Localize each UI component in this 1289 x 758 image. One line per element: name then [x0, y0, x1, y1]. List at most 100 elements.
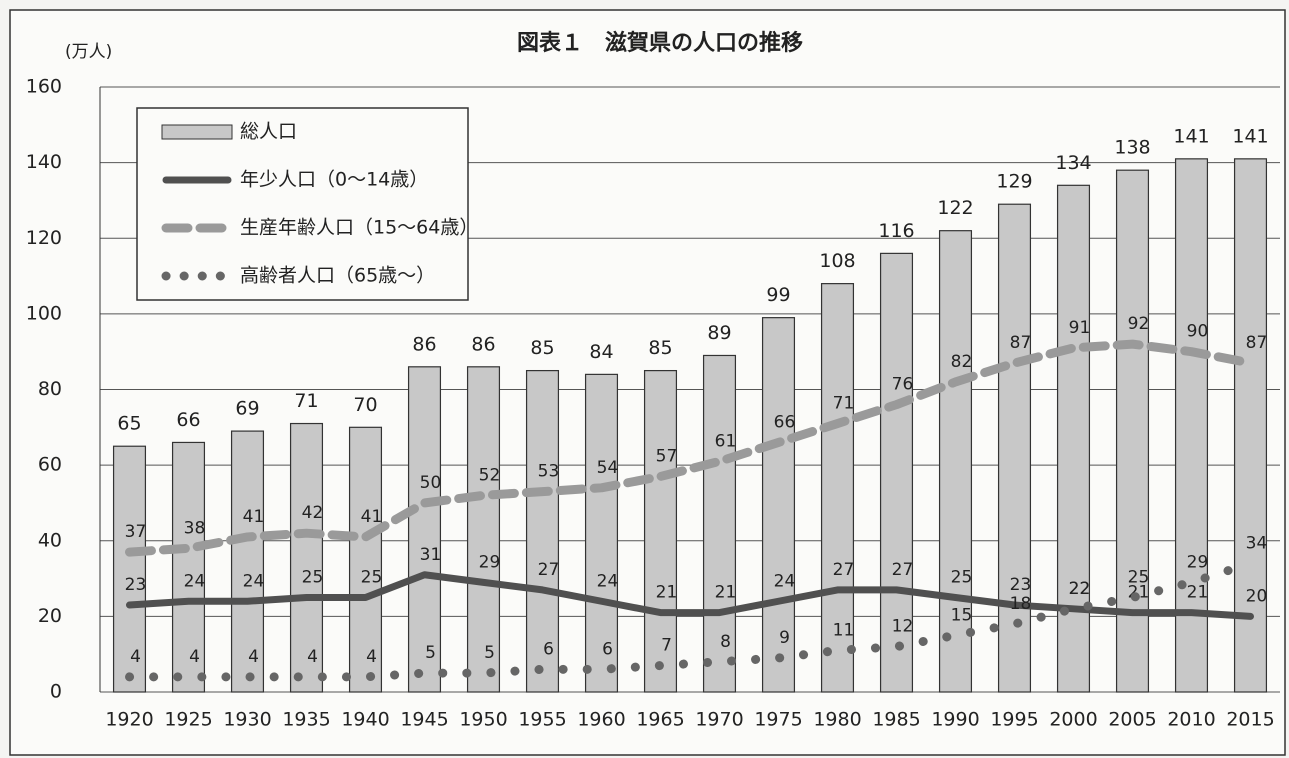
y-tick-label: 60 — [38, 454, 62, 476]
data-label: 86 — [412, 333, 436, 355]
data-label: 66 — [176, 409, 200, 431]
data-label: 85 — [530, 337, 554, 359]
bar — [1174, 158, 1209, 693]
data-label: 71 — [833, 394, 855, 414]
legend-label: 総人口 — [240, 121, 297, 143]
data-label: 87 — [1010, 333, 1032, 353]
x-tick-label: 1930 — [223, 709, 271, 731]
x-tick-label: 1940 — [341, 709, 389, 731]
data-label: 9 — [779, 628, 790, 648]
data-label: 29 — [1187, 552, 1209, 572]
data-label: 21 — [656, 583, 678, 603]
x-tick-label: 1925 — [164, 709, 212, 731]
data-label: 53 — [538, 462, 560, 482]
data-label: 18 — [1010, 594, 1032, 614]
chart-title: 図表１ 滋賀県の人口の推移 — [517, 30, 803, 56]
data-label: 6 — [602, 639, 613, 659]
bar — [1233, 158, 1268, 693]
bar — [289, 422, 324, 693]
data-label: 25 — [951, 567, 973, 587]
line-dotted — [125, 558, 1255, 682]
data-label: 84 — [589, 341, 613, 363]
data-label: 24 — [597, 571, 619, 591]
data-label: 15 — [951, 605, 973, 625]
y-tick-label: 0 — [50, 681, 62, 703]
data-label: 21 — [715, 583, 737, 603]
legend-swatch — [161, 124, 233, 140]
x-tick-label: 1950 — [459, 709, 507, 731]
x-tick-label: 2000 — [1049, 709, 1097, 731]
data-label: 54 — [597, 458, 619, 478]
data-label: 116 — [878, 220, 914, 242]
x-tick-label: 2015 — [1226, 709, 1274, 731]
data-label: 91 — [1069, 318, 1091, 338]
bar — [230, 430, 265, 693]
data-label: 66 — [774, 412, 796, 432]
x-tick-label: 1990 — [931, 709, 979, 731]
y-tick-label: 140 — [26, 151, 62, 173]
data-label: 141 — [1173, 125, 1209, 147]
data-label: 41 — [361, 507, 383, 527]
x-tick-label: 1945 — [400, 709, 448, 731]
data-label: 29 — [479, 552, 501, 572]
bar — [348, 426, 383, 693]
data-label: 87 — [1246, 333, 1268, 353]
bar — [879, 252, 914, 693]
data-label: 25 — [1128, 567, 1150, 587]
bar — [112, 445, 147, 693]
data-label: 4 — [307, 647, 318, 667]
data-label: 65 — [117, 413, 141, 435]
data-label: 12 — [892, 617, 914, 637]
data-label: 23 — [125, 575, 147, 595]
data-label: 25 — [302, 567, 324, 587]
data-label: 61 — [715, 431, 737, 451]
data-label: 4 — [189, 647, 200, 667]
data-label: 21 — [1187, 583, 1209, 603]
y-tick-label: 80 — [38, 378, 62, 400]
data-label: 24 — [774, 571, 796, 591]
data-label: 11 — [833, 620, 855, 640]
y-axis-label: (万人) — [65, 42, 112, 62]
data-label: 27 — [538, 560, 560, 580]
data-label: 5 — [484, 643, 495, 663]
x-tick-label: 1980 — [813, 709, 861, 731]
data-label: 82 — [951, 352, 973, 372]
data-label: 108 — [819, 250, 855, 272]
bar — [1115, 169, 1150, 693]
line-dashed — [125, 339, 1255, 557]
data-label: 129 — [996, 171, 1032, 193]
y-tick-label: 160 — [26, 76, 62, 98]
data-label: 31 — [420, 545, 442, 565]
x-tick-label: 1955 — [518, 709, 566, 731]
bar — [997, 203, 1032, 693]
legend-label: 生産年齢人口（15～64歳） — [240, 217, 478, 239]
data-label: 42 — [302, 503, 324, 523]
data-label: 5 — [425, 643, 436, 663]
x-tick-label: 1970 — [695, 709, 743, 731]
data-label: 23 — [1010, 575, 1032, 595]
data-label: 138 — [1114, 137, 1150, 159]
x-tick-label: 1920 — [105, 709, 153, 731]
data-label: 71 — [294, 390, 318, 412]
bar — [584, 373, 619, 693]
x-tick-label: 1960 — [577, 709, 625, 731]
x-tick-label: 2010 — [1167, 709, 1215, 731]
x-tick-label: 1975 — [754, 709, 802, 731]
data-label: 4 — [248, 647, 259, 667]
legend-label: 年少人口（0～14歳） — [240, 169, 428, 191]
bar — [761, 317, 796, 693]
data-label: 134 — [1055, 152, 1091, 174]
data-label: 92 — [1128, 314, 1150, 334]
data-label: 57 — [656, 446, 678, 466]
data-label: 4 — [366, 647, 377, 667]
y-tick-label: 100 — [26, 302, 62, 324]
legend-box — [136, 107, 469, 301]
legend-label: 高齢者人口（65歳～） — [240, 265, 435, 287]
bar — [525, 369, 560, 693]
data-label: 24 — [243, 571, 265, 591]
bar — [466, 366, 501, 693]
data-label: 7 — [661, 636, 672, 656]
data-label: 76 — [892, 375, 914, 395]
data-label: 37 — [125, 522, 147, 542]
